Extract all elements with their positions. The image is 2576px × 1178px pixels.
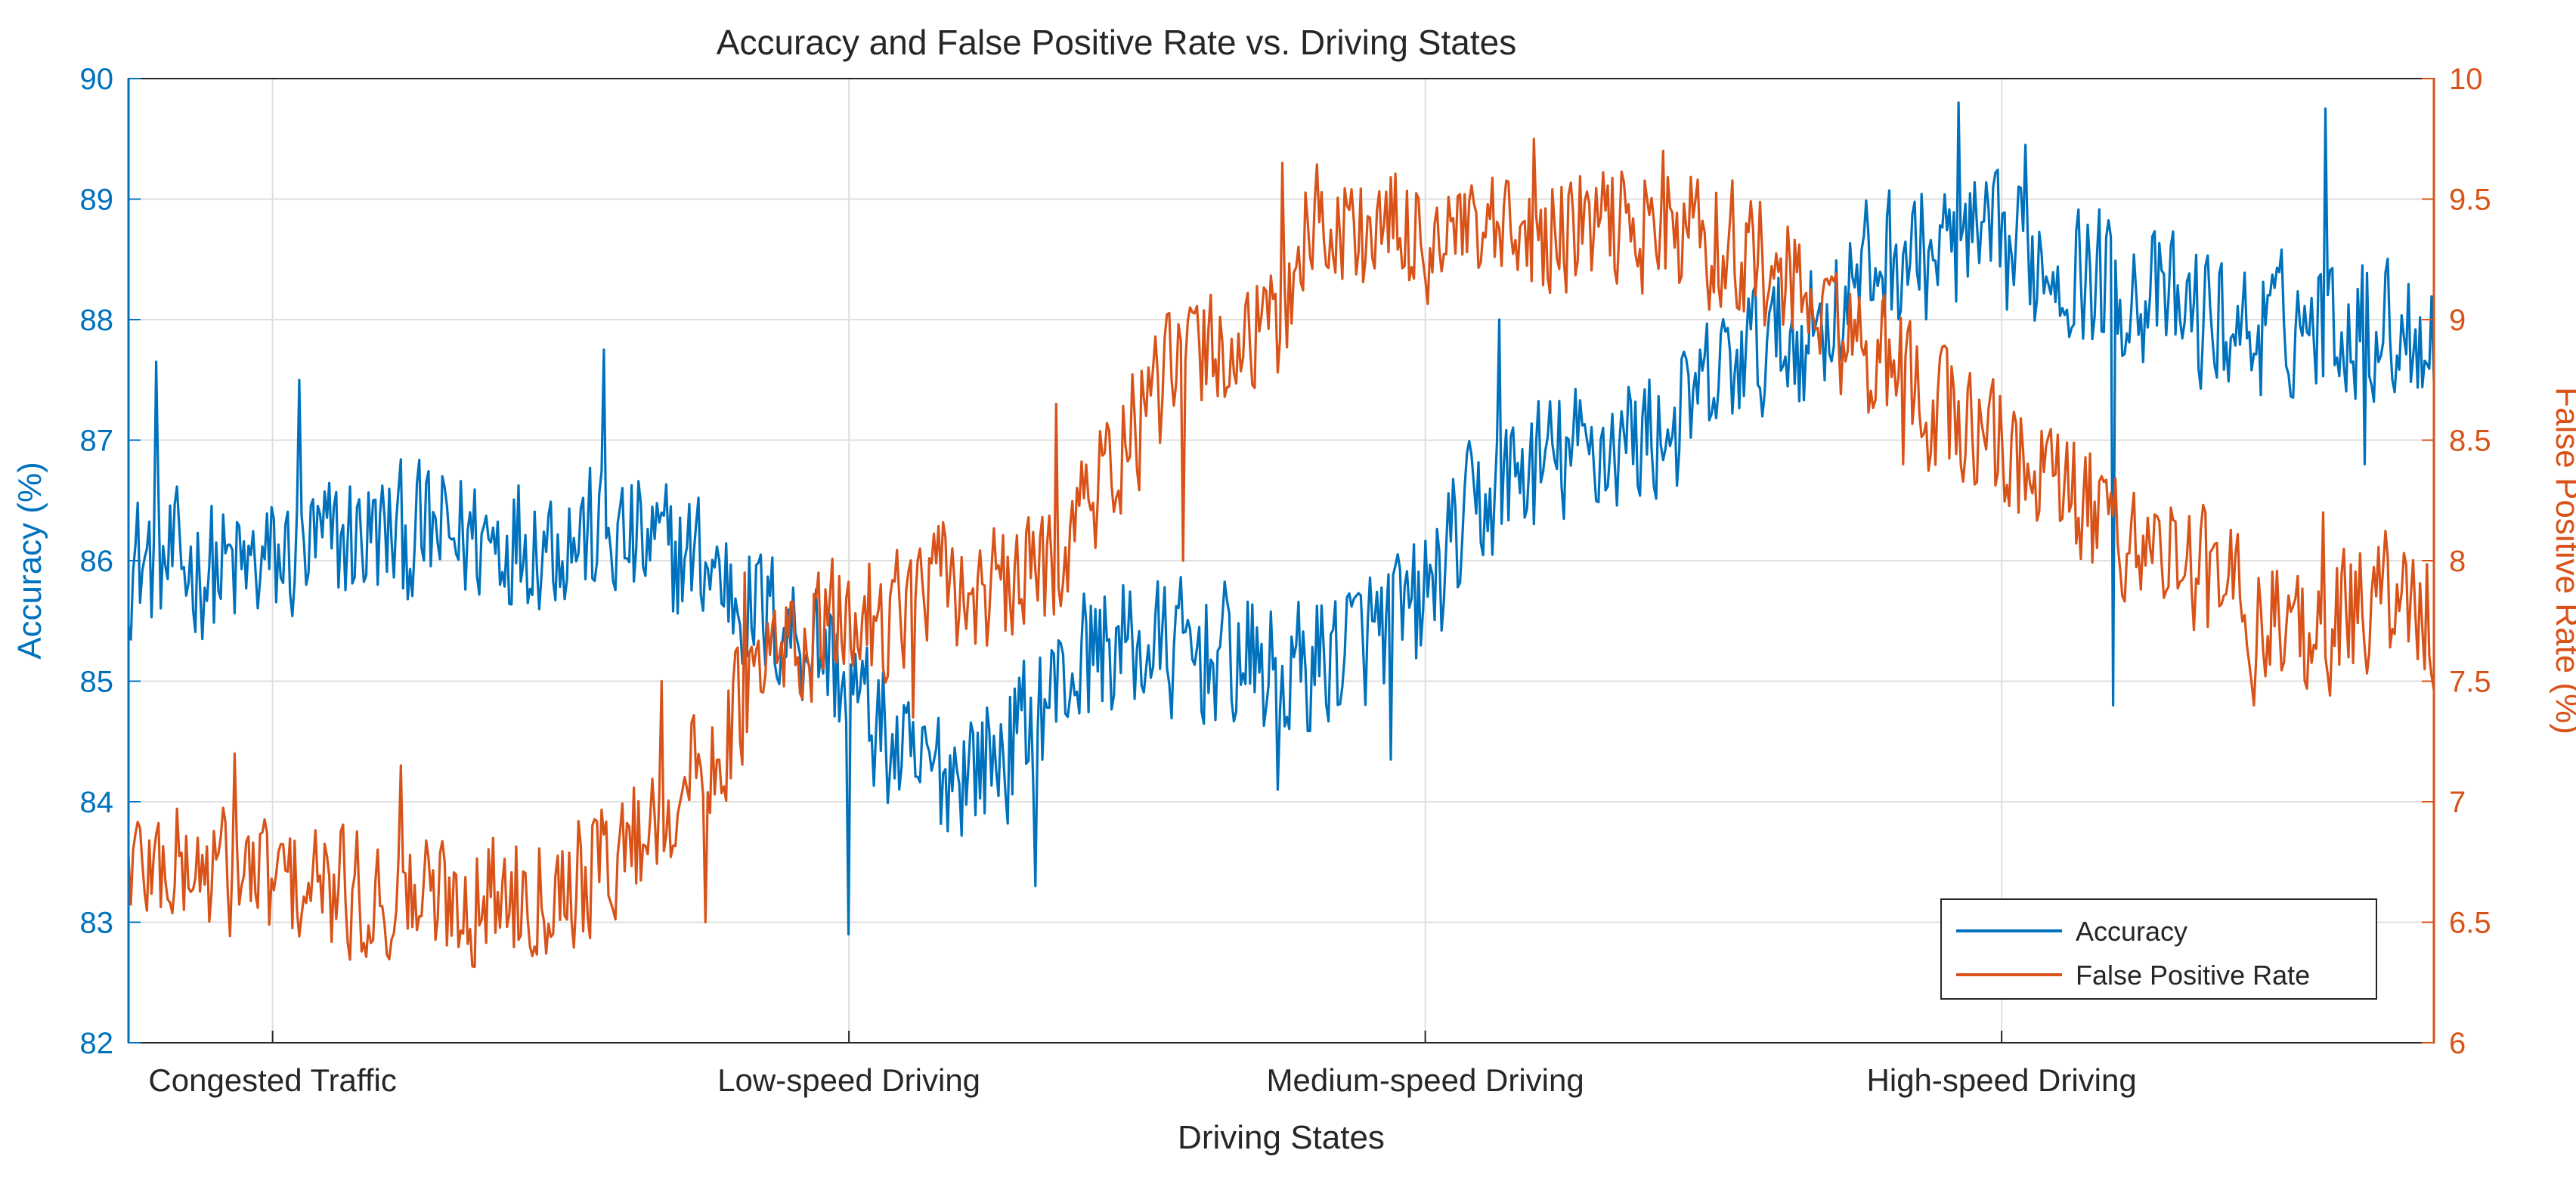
right-tick-label: 7.5 (2449, 666, 2491, 699)
right-tick-label: 6.5 (2449, 907, 2491, 940)
left-tick-label: 86 (80, 545, 114, 578)
x-tick-label: Congested Traffic (148, 1062, 396, 1098)
right-tick-label: 8 (2449, 545, 2466, 578)
left-tick-label: 90 (80, 63, 114, 96)
left-tick-label: 83 (80, 907, 114, 940)
x-axis-ticks: Congested Traffic Low-speed Driving Medium… (148, 1031, 2137, 1098)
right-tick-label: 9 (2449, 304, 2466, 337)
right-axis-label: False Positive Rate (%) (2549, 387, 2576, 734)
left-tick-label: 82 (80, 1027, 114, 1060)
right-tick-label: 8.5 (2449, 425, 2491, 458)
x-tick-label: Low-speed Driving (717, 1062, 980, 1098)
legend-label-accuracy: Accuracy (2076, 916, 2187, 947)
legend-label-fpr: False Positive Rate (2076, 960, 2310, 991)
x-axis-label: Driving States (1178, 1119, 1385, 1156)
left-tick-label: 85 (80, 666, 114, 699)
legend: Accuracy False Positive Rate (1940, 898, 2377, 1000)
accuracy-series-line (127, 101, 2435, 936)
left-tick-label: 84 (80, 786, 114, 819)
left-tick-label: 87 (80, 425, 114, 458)
left-axis-ticks: 82 83 84 85 86 87 88 89 90 (80, 63, 141, 1060)
right-tick-label: 10 (2449, 63, 2483, 96)
chart-title: Accuracy and False Positive Rate vs. Dri… (717, 23, 1516, 62)
right-axis-ticks: 6 6.5 7 7.5 8 8.5 9 9.5 10 (2422, 63, 2491, 1060)
fpr-series-line (127, 138, 2435, 969)
series-lines (127, 101, 2435, 969)
right-tick-label: 7 (2449, 786, 2466, 819)
x-tick-label: High-speed Driving (1867, 1062, 2137, 1098)
left-axis-label: Accuracy (%) (11, 462, 48, 660)
left-tick-label: 88 (80, 304, 114, 337)
left-tick-label: 89 (80, 184, 114, 217)
right-tick-label: 6 (2449, 1027, 2466, 1060)
x-tick-label: Medium-speed Driving (1267, 1062, 1584, 1098)
right-tick-label: 9.5 (2449, 184, 2491, 217)
legend-box (1940, 898, 2377, 1000)
